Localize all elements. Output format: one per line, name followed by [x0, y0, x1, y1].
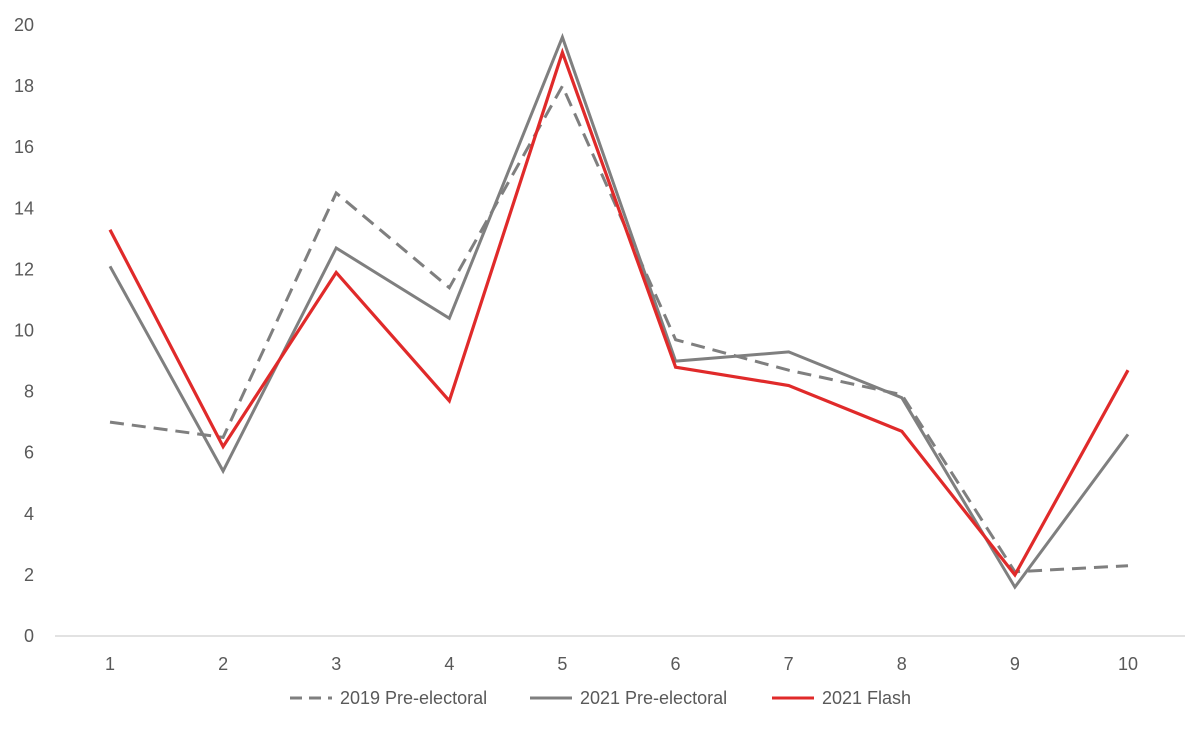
legend-item: 2019 Pre-electoral — [290, 688, 487, 708]
x-tick-label: 10 — [1118, 654, 1138, 674]
x-tick-label: 9 — [1010, 654, 1020, 674]
series-line-2 — [108, 32, 1130, 590]
x-tick-label: 8 — [897, 654, 907, 674]
series-line-3 — [108, 47, 1130, 578]
legend-item: 2021 Flash — [772, 688, 911, 708]
series-layer — [108, 32, 1130, 590]
y-tick-label: 18 — [14, 76, 34, 96]
x-tick-label: 3 — [331, 654, 341, 674]
y-tick-label: 4 — [24, 504, 34, 524]
y-tick-label: 2 — [24, 565, 34, 585]
x-tick-label: 2 — [218, 654, 228, 674]
series-line-1 — [109, 82, 1129, 574]
legend-label: 2021 Flash — [822, 688, 911, 708]
x-tick-label: 6 — [671, 654, 681, 674]
y-tick-label: 10 — [14, 321, 34, 341]
y-tick-label: 6 — [24, 443, 34, 463]
y-tick-label: 20 — [14, 15, 34, 35]
y-tick-label: 0 — [24, 626, 34, 646]
y-tick-label: 14 — [14, 198, 34, 218]
y-tick-label: 12 — [14, 259, 34, 279]
legend-label: 2021 Pre-electoral — [580, 688, 727, 708]
legend-label: 2019 Pre-electoral — [340, 688, 487, 708]
y-tick-label: 8 — [24, 382, 34, 402]
x-tick-label: 5 — [557, 654, 567, 674]
legend: 2019 Pre-electoral 2021 Pre-electoral 2021… — [290, 688, 911, 708]
legend-item: 2021 Pre-electoral — [530, 688, 727, 708]
y-tick-label: 16 — [14, 137, 34, 157]
x-tick-label: 4 — [444, 654, 454, 674]
x-tick-label: 7 — [784, 654, 794, 674]
x-tick-label: 1 — [105, 654, 115, 674]
